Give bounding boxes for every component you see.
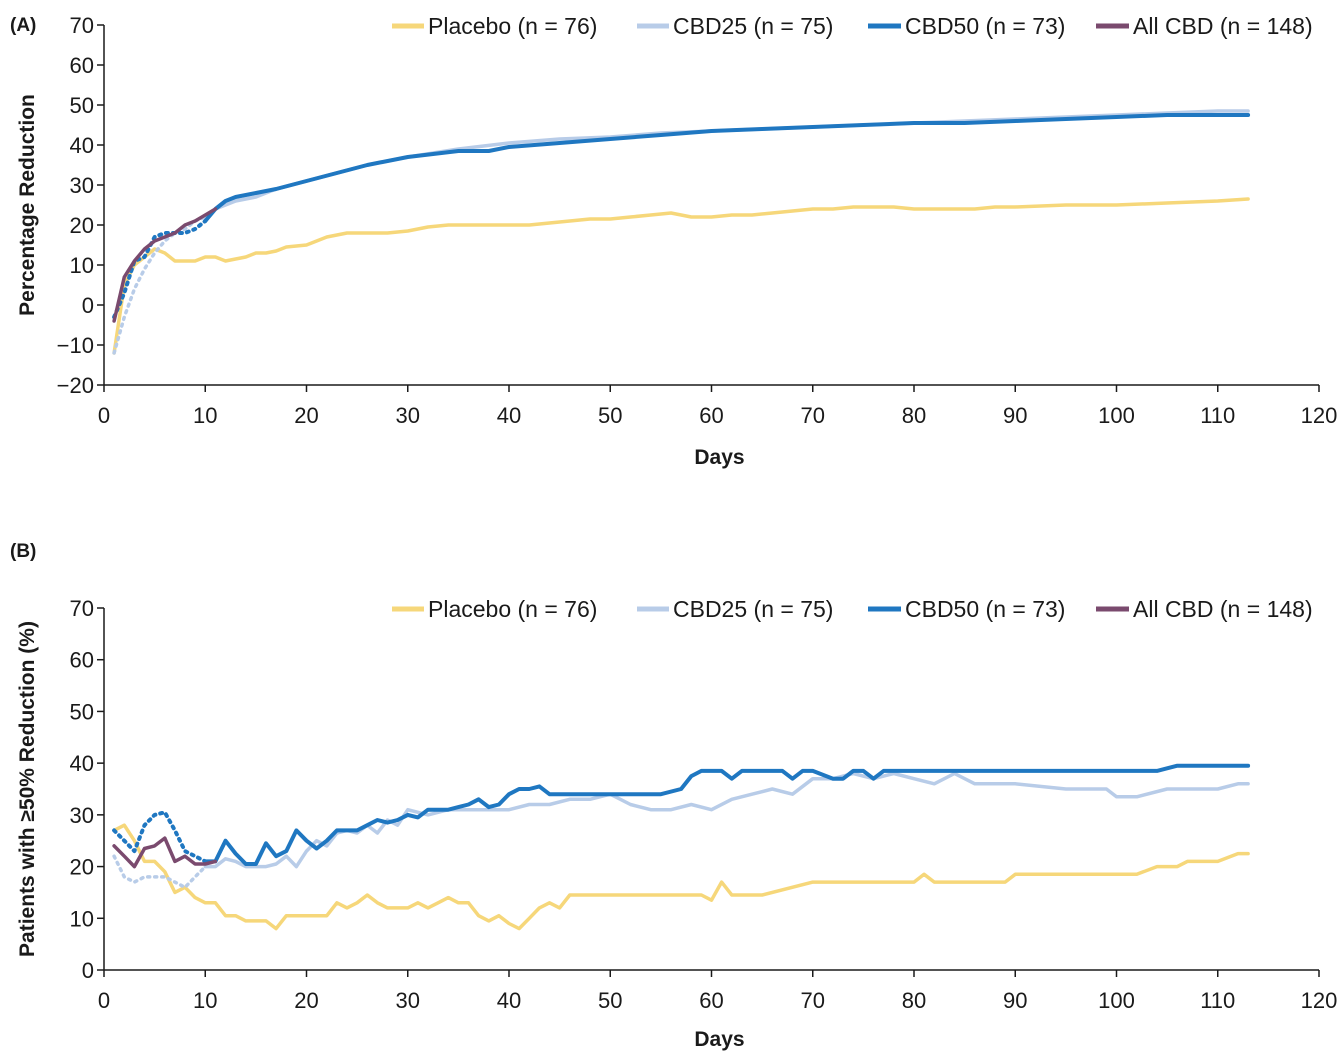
x-tick-label: 90 bbox=[1003, 403, 1027, 428]
x-tick-label: 0 bbox=[98, 988, 110, 1013]
legend-label: CBD25 (n = 75) bbox=[673, 13, 833, 39]
y-axis-title: Patients with ≥50% Reduction (%) bbox=[16, 621, 39, 957]
series-line-early-dotted bbox=[112, 810, 208, 864]
series-line-early-dotted bbox=[112, 854, 208, 890]
x-tick-label: 0 bbox=[98, 403, 110, 428]
series-2 bbox=[112, 113, 1251, 319]
series-line bbox=[112, 197, 1250, 355]
series-line-early-dotted bbox=[112, 215, 208, 355]
series-0 bbox=[112, 197, 1250, 355]
x-tick-label: 110 bbox=[1200, 403, 1235, 428]
x-tick-label: 10 bbox=[193, 988, 217, 1013]
series-line-early-dotted bbox=[112, 219, 208, 319]
x-tick-label: 20 bbox=[294, 403, 318, 428]
x-tick-label: 60 bbox=[699, 403, 723, 428]
series-line bbox=[203, 763, 1251, 866]
x-tick-label: 10 bbox=[193, 403, 217, 428]
y-tick-label: 20 bbox=[70, 213, 94, 238]
series-0 bbox=[112, 823, 1250, 931]
x-tick-label: 90 bbox=[1003, 988, 1027, 1013]
panel-a: (A) −20 −10 0 10 20 30 40 50 60 70 0 10 20 30 40 50 60 70 8… bbox=[10, 13, 1337, 469]
y-tick-label: 50 bbox=[70, 93, 94, 118]
x-tick-label: 20 bbox=[294, 988, 318, 1013]
y-tick-label: 30 bbox=[70, 803, 94, 828]
legend: Placebo (n = 76) CBD25 (n = 75) CBD50 (n =… bbox=[392, 596, 1313, 622]
series-line bbox=[203, 109, 1250, 219]
x-tick-label: 80 bbox=[902, 403, 926, 428]
y-tick-label: 70 bbox=[70, 596, 94, 621]
legend-label: CBD25 (n = 75) bbox=[673, 596, 833, 622]
x-tick-label: 70 bbox=[801, 988, 825, 1013]
x-tick-label: 30 bbox=[396, 403, 420, 428]
legend-label: All CBD (n = 148) bbox=[1133, 596, 1313, 622]
y-tick-label: 0 bbox=[82, 958, 94, 983]
series-3 bbox=[112, 207, 218, 323]
x-tick-label: 100 bbox=[1098, 403, 1135, 428]
y-tick-label: 70 bbox=[70, 13, 94, 38]
y-tick-label: 10 bbox=[70, 906, 94, 931]
legend-label: Placebo (n = 76) bbox=[428, 596, 597, 622]
legend: Placebo (n = 76) CBD25 (n = 75) CBD50 (n =… bbox=[392, 13, 1313, 39]
legend-label: CBD50 (n = 73) bbox=[905, 596, 1065, 622]
y-tick-label: 40 bbox=[70, 133, 94, 158]
y-tick-label: 0 bbox=[82, 293, 94, 318]
y-tick-label: 20 bbox=[70, 855, 94, 880]
series-line bbox=[203, 113, 1251, 223]
x-tick-label: 100 bbox=[1098, 988, 1135, 1013]
series-1 bbox=[112, 109, 1250, 355]
x-tick-label: 80 bbox=[902, 988, 926, 1013]
y-tick-label: 50 bbox=[70, 699, 94, 724]
series-2 bbox=[112, 763, 1251, 866]
legend-label: All CBD (n = 148) bbox=[1133, 13, 1313, 39]
legend-label: CBD50 (n = 73) bbox=[905, 13, 1065, 39]
x-tick-label: 60 bbox=[699, 988, 723, 1013]
x-axis-title: Days bbox=[694, 1028, 744, 1051]
series-3 bbox=[112, 836, 218, 869]
y-tick-label: −10 bbox=[57, 333, 94, 358]
panel-b: (B) 0 10 20 30 40 50 60 70 0 10 20 30 40 50 60 70 80 90 100… bbox=[10, 541, 1337, 1051]
x-tick-label: 110 bbox=[1200, 988, 1235, 1013]
x-tick-label: 70 bbox=[801, 403, 825, 428]
x-tick-label: 50 bbox=[598, 403, 622, 428]
series-line bbox=[112, 836, 218, 869]
x-axis-title: Days bbox=[694, 446, 744, 469]
legend-label: Placebo (n = 76) bbox=[428, 13, 597, 39]
y-tick-label: −20 bbox=[57, 373, 94, 398]
x-tick-label: 120 bbox=[1301, 988, 1338, 1013]
x-tick-label: 120 bbox=[1301, 403, 1338, 428]
y-tick-label: 40 bbox=[70, 751, 94, 776]
series-line bbox=[112, 207, 218, 323]
panel-label: (B) bbox=[10, 541, 36, 562]
x-tick-label: 50 bbox=[598, 988, 622, 1013]
x-tick-label: 30 bbox=[396, 988, 420, 1013]
series-line bbox=[203, 771, 1250, 869]
x-tick-label: 40 bbox=[497, 988, 521, 1013]
series-1 bbox=[112, 771, 1250, 890]
x-tick-label: 40 bbox=[497, 403, 521, 428]
y-tick-label: 10 bbox=[70, 253, 94, 278]
y-tick-label: 30 bbox=[70, 173, 94, 198]
series-line bbox=[112, 823, 1250, 931]
y-tick-label: 60 bbox=[70, 53, 94, 78]
panel-label: (A) bbox=[10, 15, 36, 36]
y-axis-title: Percentage Reduction bbox=[16, 94, 39, 316]
y-tick-label: 60 bbox=[70, 648, 94, 673]
